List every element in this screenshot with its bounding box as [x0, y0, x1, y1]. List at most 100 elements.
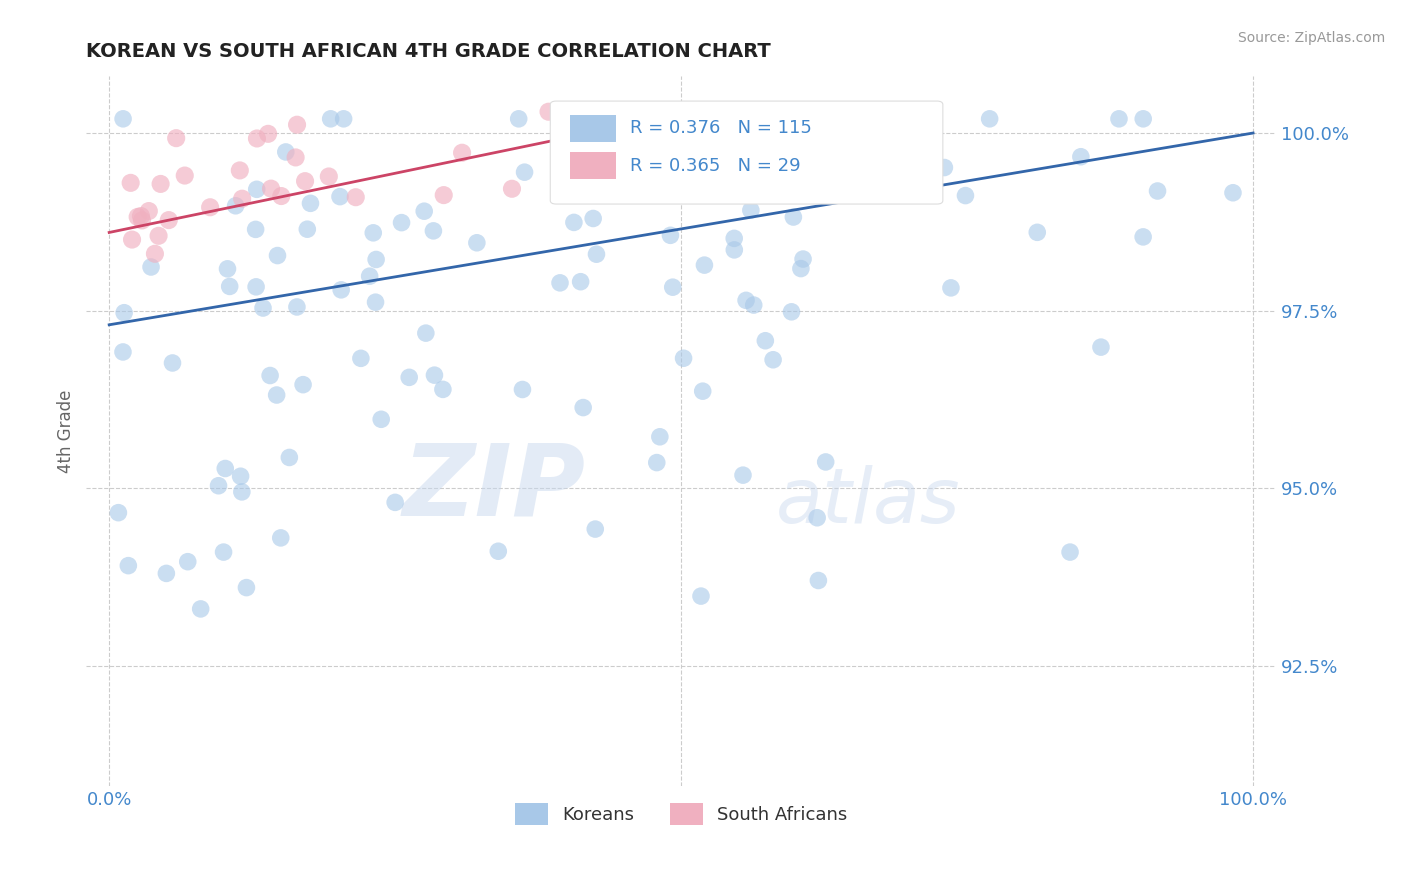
Point — [413, 204, 436, 219]
Point — [562, 215, 585, 229]
Point — [692, 384, 714, 399]
Point — [721, 112, 744, 126]
Point — [1222, 186, 1244, 200]
Point — [129, 209, 152, 223]
Point — [294, 174, 316, 188]
Point — [366, 252, 388, 267]
Point — [107, 506, 129, 520]
Point — [720, 112, 742, 126]
Point — [433, 188, 456, 202]
Point — [157, 213, 180, 227]
Point — [723, 243, 745, 257]
Point — [934, 161, 956, 175]
Point — [513, 165, 536, 179]
Point — [350, 351, 373, 366]
Point — [1059, 545, 1081, 559]
Point — [285, 118, 308, 132]
Point — [792, 252, 814, 266]
Point — [245, 280, 267, 294]
Point — [177, 555, 200, 569]
Point — [668, 166, 690, 180]
Point — [214, 461, 236, 475]
Point — [246, 182, 269, 196]
Point — [139, 260, 162, 274]
FancyBboxPatch shape — [571, 114, 616, 142]
Point — [501, 182, 523, 196]
Point — [225, 199, 247, 213]
Point — [111, 345, 134, 359]
Point — [155, 566, 177, 581]
Point — [217, 261, 239, 276]
Point — [754, 334, 776, 348]
Point — [742, 298, 765, 312]
Point — [827, 112, 849, 126]
Point — [422, 224, 444, 238]
Point — [384, 495, 406, 509]
Point — [1146, 184, 1168, 198]
Point — [131, 213, 153, 227]
Point — [582, 211, 605, 226]
Point — [117, 558, 139, 573]
Point — [259, 368, 281, 383]
Point — [391, 216, 413, 230]
Point — [319, 112, 342, 126]
Point — [979, 112, 1001, 126]
Point — [112, 306, 135, 320]
Point — [690, 589, 713, 603]
Point — [330, 283, 353, 297]
Point — [229, 163, 252, 178]
Point — [790, 261, 813, 276]
Point — [246, 131, 269, 145]
Point — [583, 522, 606, 536]
Point — [806, 510, 828, 524]
Point — [645, 456, 668, 470]
Point — [162, 356, 184, 370]
Point — [547, 116, 569, 130]
Point — [359, 269, 381, 284]
Point — [659, 228, 682, 243]
Point — [229, 469, 252, 483]
Point — [740, 203, 762, 218]
Point — [575, 180, 598, 194]
Point — [749, 140, 772, 154]
Point — [762, 352, 785, 367]
Point — [1132, 112, 1154, 126]
Point — [207, 479, 229, 493]
Point — [508, 112, 530, 126]
Point — [212, 545, 235, 559]
Point — [252, 301, 274, 315]
Point — [190, 602, 212, 616]
Point — [257, 127, 280, 141]
Text: KOREAN VS SOUTH AFRICAN 4TH GRADE CORRELATION CHART: KOREAN VS SOUTH AFRICAN 4TH GRADE CORREL… — [86, 42, 770, 61]
Point — [548, 276, 571, 290]
Point — [572, 401, 595, 415]
Point — [792, 112, 814, 126]
Text: R = 0.376   N = 115: R = 0.376 N = 115 — [630, 119, 811, 137]
Point — [512, 383, 534, 397]
Point — [370, 412, 392, 426]
Point — [648, 430, 671, 444]
Point — [451, 145, 474, 160]
Point — [149, 177, 172, 191]
Point — [655, 112, 678, 126]
Point — [292, 377, 315, 392]
Point — [693, 112, 716, 126]
Point — [329, 189, 352, 203]
Point — [616, 126, 638, 140]
Point — [299, 196, 322, 211]
Point — [198, 200, 221, 214]
Point — [432, 383, 454, 397]
Point — [804, 175, 827, 189]
Point — [672, 351, 695, 366]
Point — [231, 484, 253, 499]
Point — [112, 112, 135, 126]
Point — [782, 210, 804, 224]
Point — [297, 222, 319, 236]
Point — [415, 326, 437, 340]
Point — [741, 116, 763, 130]
Point — [270, 531, 292, 545]
Point — [364, 295, 387, 310]
FancyBboxPatch shape — [550, 101, 943, 204]
Text: Source: ZipAtlas.com: Source: ZipAtlas.com — [1237, 31, 1385, 45]
Point — [807, 574, 830, 588]
